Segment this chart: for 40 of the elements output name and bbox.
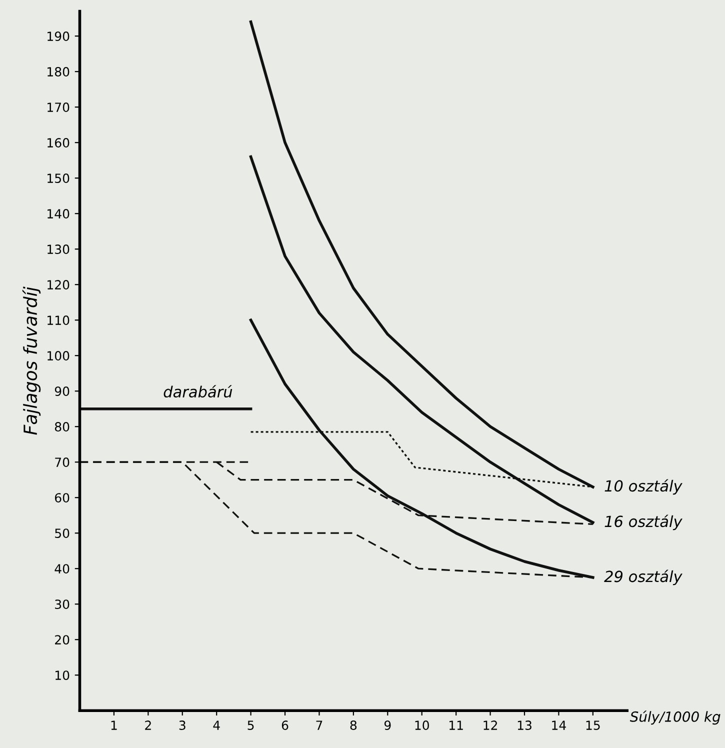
x-tick-label: 7 — [316, 720, 322, 730]
x-tick-label: 15 — [586, 720, 600, 730]
y-tick-label: 170 — [48, 102, 70, 112]
y-tick-label: 160 — [48, 138, 70, 148]
y-tick-label: 180 — [48, 67, 70, 76]
series-label: 29 osztály — [604, 570, 682, 586]
series-label: 16 osztály — [604, 514, 682, 530]
series-label: darabárú — [164, 385, 232, 398]
y-tick-label: 40 — [54, 564, 70, 574]
x-tick-label: 3 — [179, 720, 186, 730]
x-tick-label: 13 — [518, 720, 532, 730]
y-axis-title: Fajlagos fuvardíj — [22, 286, 41, 435]
x-tick-label: 5 — [248, 720, 254, 730]
y-tick-label: 110 — [48, 316, 70, 326]
y-tick-label: 140 — [48, 209, 70, 219]
y-tick-label: 130 — [48, 244, 70, 254]
y-tick-label: 50 — [55, 528, 70, 538]
y-tick-label: 10 — [55, 670, 70, 680]
y-tick-label: 100 — [48, 351, 70, 361]
y-tick-label: 150 — [48, 174, 70, 184]
x-tick-label: 14 — [552, 720, 566, 730]
x-tick-label: 10 — [415, 720, 429, 730]
x-tick-label: 12 — [484, 720, 497, 730]
x-axis-title: Súly/1000 kg — [630, 710, 720, 725]
y-tick-label: 70 — [55, 458, 70, 468]
x-tick-label: 11 — [449, 720, 463, 730]
y-tick-label: 80 — [54, 422, 70, 432]
series-label: 10 osztály — [604, 479, 682, 495]
x-tick-label: 1 — [111, 720, 117, 730]
y-tick-label: 90 — [54, 386, 70, 396]
y-tick-label: 20 — [55, 635, 70, 645]
y-tick-label: 190 — [48, 32, 70, 41]
x-tick-label: 8 — [350, 720, 357, 730]
x-tick-label: 6 — [282, 720, 288, 730]
y-tick-label: 60 — [54, 493, 70, 503]
y-tick-label: 30 — [55, 600, 70, 610]
y-tick-label: 120 — [48, 280, 70, 290]
x-tick-label: 2 — [145, 720, 151, 730]
x-tick-label: 4 — [213, 720, 220, 730]
x-tick-label: 9 — [384, 720, 391, 730]
